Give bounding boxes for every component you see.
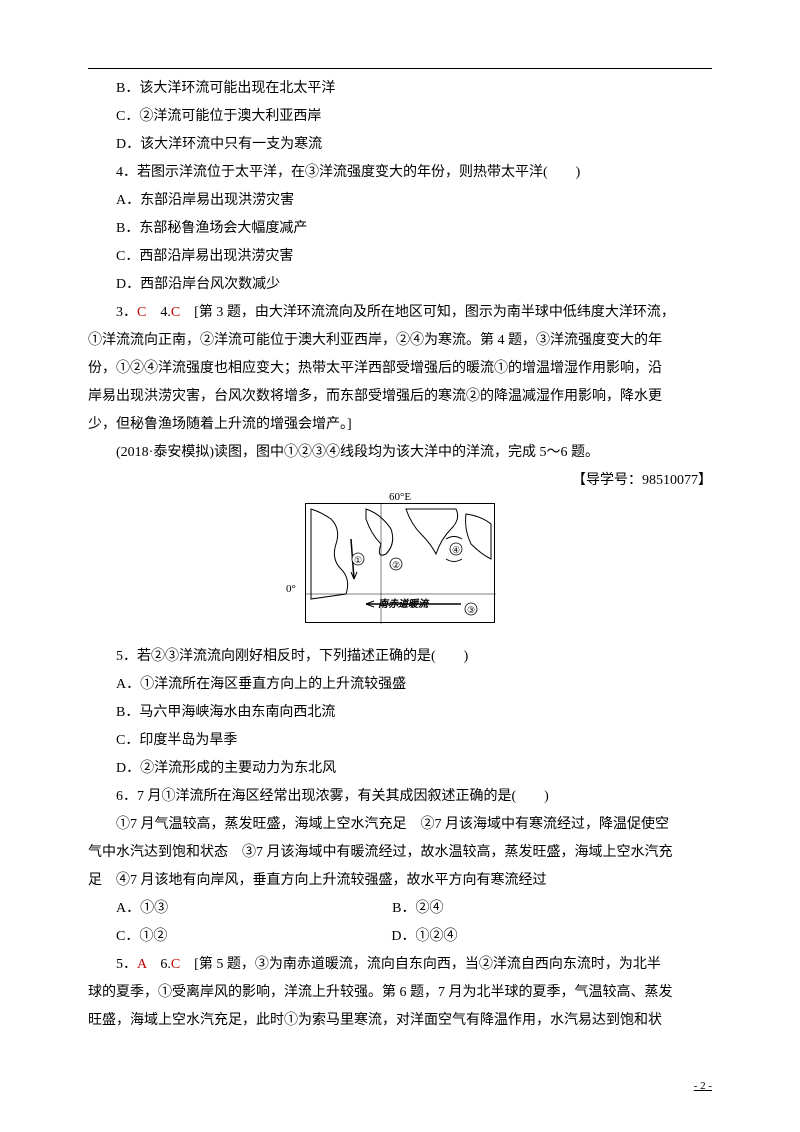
ans-mid: 4. bbox=[146, 305, 171, 320]
ans-explain: [第 3 题，由大洋环流流向及所在地区可知，图示为南半球中低纬度大洋环流， bbox=[180, 305, 675, 320]
q5-option-b: B．马六甲海峡海水由东南向西北流 bbox=[88, 699, 712, 727]
ans2-mid: 6. bbox=[146, 957, 171, 972]
map-figure: 60°E 0° bbox=[305, 503, 495, 623]
q4-option-c: C．西部沿岸易出现洪涝灾害 bbox=[88, 243, 712, 271]
latitude-label: 0° bbox=[286, 578, 296, 600]
q6-stem-1: ①7 月气温较高，蒸发旺盛，海域上空水汽充足 ②7 月该海域中有寒流经过，降温促… bbox=[88, 811, 712, 839]
q5-option-a: A．①洋流所在海区垂直方向上的上升流较强盛 bbox=[88, 671, 712, 699]
q5-option-c: C．印度半岛为旱季 bbox=[88, 727, 712, 755]
answer-5-6: 5．A 6.C [第 5 题，③为南赤道暖流，流向自东向西，当②洋流自西向东流时… bbox=[88, 951, 712, 979]
explain-line: 少，但秘鲁渔场随着上升流的增强会增产。] bbox=[88, 411, 712, 439]
question-6: 6．7 月①洋流所在海区经常出现浓雾，有关其成因叙述正确的是( ) bbox=[88, 783, 712, 811]
q6-stem-3: 足 ④7 月该地有向岸风，垂直方向上升流较强盛，故水平方向有寒流经过 bbox=[88, 867, 712, 895]
marker-1: ① bbox=[354, 551, 362, 569]
q6-stem-2: 气中水汽达到饱和状态 ③7 月该海域中有暖流经过，故水温较高，蒸发旺盛，海域上空… bbox=[88, 839, 712, 867]
figure-wrapper: 60°E 0° bbox=[88, 503, 712, 635]
ans-4: C bbox=[171, 305, 180, 320]
opt-a: A．①③ bbox=[116, 901, 168, 916]
q4-option-d: D．西部沿岸台风次数减少 bbox=[88, 271, 712, 299]
page-top-rule bbox=[88, 68, 712, 69]
marker-4: ④ bbox=[452, 541, 460, 559]
answer-3-4: 3．C 4.C [第 3 题，由大洋环流流向及所在地区可知，图示为南半球中低纬度… bbox=[88, 299, 712, 327]
explain-line: 份，①②④洋流强度也相应变大；热带太平洋西部受增强后的暖流①的增温增湿作用影响，… bbox=[88, 355, 712, 383]
q5-option-d: D．②洋流形成的主要动力为东北风 bbox=[88, 755, 712, 783]
opt-c: C．①② bbox=[116, 929, 167, 944]
page-number: - 2 - bbox=[694, 1075, 712, 1097]
longitude-label: 60°E bbox=[389, 486, 411, 508]
ans-5: A bbox=[137, 957, 146, 972]
explain-line: 旺盛，海域上空水汽充足，此时①为索马里寒流，对洋面空气有降温作用，水汽易达到饱和… bbox=[88, 1007, 712, 1035]
q4-option-b: B．东部秘鲁渔场会大幅度减产 bbox=[88, 215, 712, 243]
explain-line: 岸易出现洪涝灾害，台风次数将增多，而东部受增强后的寒流②的降温减湿作用影响，降水… bbox=[88, 383, 712, 411]
ans2-prefix: 5． bbox=[116, 957, 137, 972]
marker-3: ③ bbox=[467, 601, 475, 619]
option-row-2: C．①② D．①②④ bbox=[88, 923, 712, 951]
option-row-1: A．①③ B．②④ bbox=[88, 895, 712, 923]
ans-prefix: 3． bbox=[116, 305, 137, 320]
ans2-explain: [第 5 题，③为南赤道暖流，流向自东向西，当②洋流自西向东流时，为北半 bbox=[180, 957, 661, 972]
marker-2: ② bbox=[392, 556, 400, 574]
ans-3: C bbox=[137, 305, 146, 320]
ans-6: C bbox=[171, 957, 180, 972]
option-c: C．②洋流可能位于澳大利亚西岸 bbox=[88, 103, 712, 131]
question-4: 4．若图示洋流位于太平洋，在③洋流强度变大的年份，则热带太平洋( ) bbox=[88, 159, 712, 187]
option-d: D．该大洋环流中只有一支为寒流 bbox=[88, 131, 712, 159]
stem-5-6: (2018·泰安模拟)读图，图中①②③④线段均为该大洋中的洋流，完成 5～6 题… bbox=[88, 439, 712, 467]
opt-b: B．②④ bbox=[364, 895, 443, 923]
option-b: B．该大洋环流可能出现在北太平洋 bbox=[88, 75, 712, 103]
q4-option-a: A．东部沿岸易出现洪涝灾害 bbox=[88, 187, 712, 215]
explain-line: 球的夏季，①受离岸风的影响，洋流上升较强。第 6 题，7 月为北半球的夏季，气温… bbox=[88, 979, 712, 1007]
opt-d: D．①②④ bbox=[363, 923, 457, 951]
explain-line: ①洋流流向正南，②洋流可能位于澳大利亚西岸，②④为寒流。第 4 题，③洋流强度变… bbox=[88, 327, 712, 355]
document-content: B．该大洋环流可能出现在北太平洋 C．②洋流可能位于澳大利亚西岸 D．该大洋环流… bbox=[88, 75, 712, 1035]
current-label: 南赤道暖流 bbox=[378, 595, 428, 615]
question-5: 5．若②③洋流流向刚好相反时，下列描述正确的是( ) bbox=[88, 643, 712, 671]
